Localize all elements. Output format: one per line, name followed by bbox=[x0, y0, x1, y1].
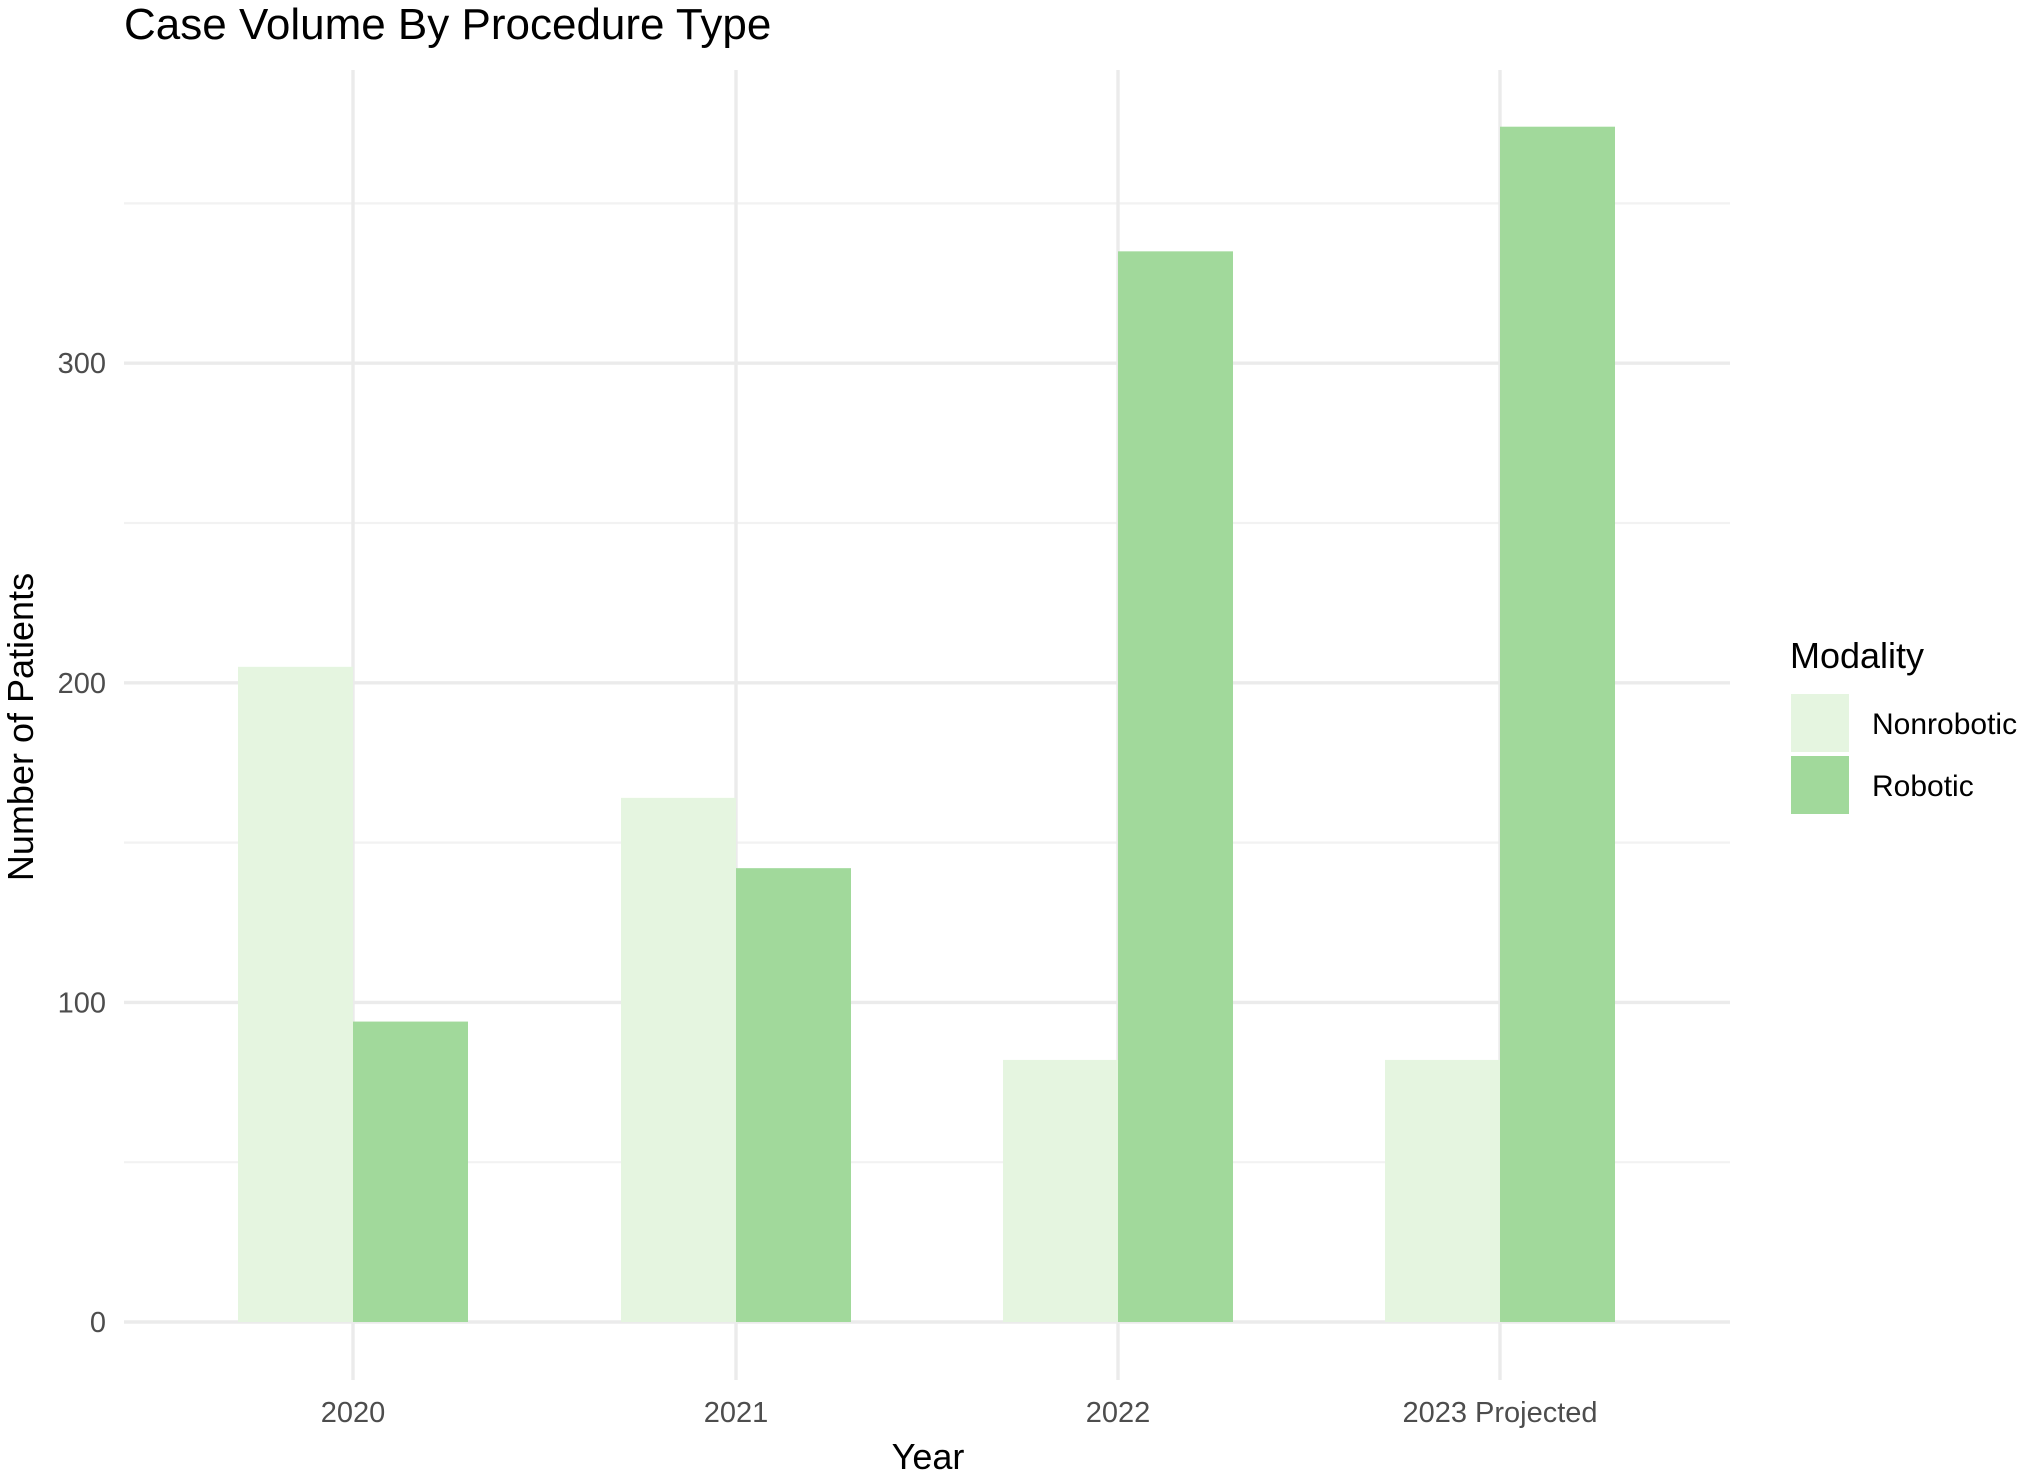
y-axis-ticks: 0 100 200 300 bbox=[58, 348, 106, 1339]
x-tick-label: 2022 bbox=[1086, 1397, 1151, 1429]
x-tick-label: 2023 Projected bbox=[1402, 1397, 1597, 1429]
legend-key-nonrobotic bbox=[1791, 694, 1849, 752]
bar-nonrobotic-2023-projected bbox=[1385, 1059, 1500, 1322]
x-tick-label: 2021 bbox=[704, 1397, 769, 1429]
legend-label-robotic: Robotic bbox=[1872, 770, 1974, 803]
bar-robotic-2022 bbox=[1118, 251, 1233, 1323]
x-axis-ticks: 2020 2021 2022 2023 Projected bbox=[321, 1397, 1598, 1429]
legend: Modality Nonrobotic Robotic bbox=[1790, 635, 2017, 814]
y-tick-label: 300 bbox=[58, 348, 106, 380]
y-tick-label: 200 bbox=[58, 668, 106, 700]
legend-label-nonrobotic: Nonrobotic bbox=[1872, 708, 2017, 741]
x-axis-title: Year bbox=[892, 1436, 965, 1477]
y-tick-label: 100 bbox=[58, 987, 106, 1019]
bar-nonrobotic-2021 bbox=[621, 797, 736, 1322]
y-axis-title: Number of Patients bbox=[0, 573, 41, 881]
legend-items: Nonrobotic Robotic bbox=[1791, 694, 2017, 814]
bar-nonrobotic-2020 bbox=[238, 666, 353, 1322]
legend-key-robotic bbox=[1791, 756, 1849, 814]
bar-robotic-2020 bbox=[353, 1021, 468, 1322]
y-tick-label: 0 bbox=[90, 1307, 106, 1339]
legend-title: Modality bbox=[1790, 635, 1924, 676]
bar-robotic-2023-projected bbox=[1500, 126, 1615, 1322]
bar-nonrobotic-2022 bbox=[1003, 1059, 1118, 1322]
bars bbox=[238, 126, 1615, 1323]
chart-title: Case Volume By Procedure Type bbox=[124, 0, 771, 49]
bar-robotic-2021 bbox=[736, 868, 851, 1322]
x-tick-label: 2020 bbox=[321, 1397, 386, 1429]
